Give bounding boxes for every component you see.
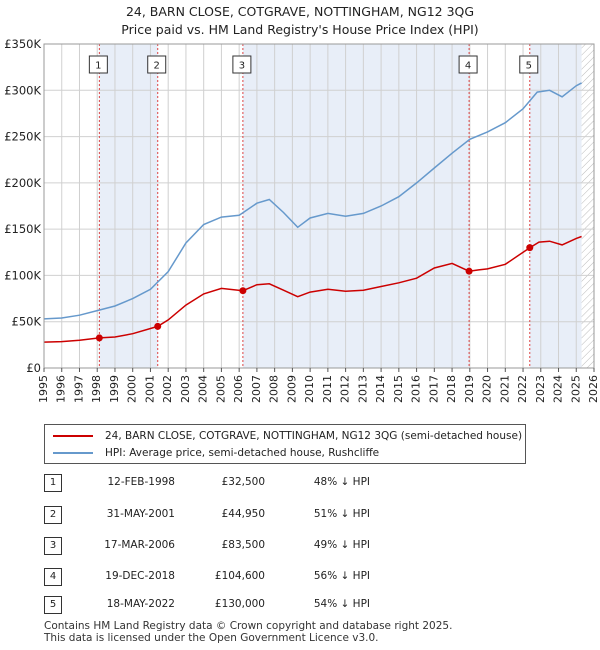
- row-price: £44,950: [221, 508, 265, 520]
- x-tick-label: 2015: [392, 375, 405, 403]
- legend-swatch-hpi: [53, 452, 93, 454]
- x-tick-label: 2005: [214, 375, 227, 403]
- sale-label: 2: [154, 61, 160, 72]
- row-date: 19-DEC-2018: [105, 570, 175, 582]
- legend-label-hpi: HPI: Average price, semi-detached house,…: [105, 447, 380, 459]
- x-tick-label: 2018: [445, 375, 458, 403]
- x-tick-label: 2022: [516, 375, 529, 403]
- row-number: 1: [44, 474, 62, 492]
- x-tick-label: 2025: [569, 375, 582, 403]
- legend-item-hpi: HPI: Average price, semi-detached house,…: [53, 445, 379, 461]
- x-tick-label: 1999: [108, 375, 121, 403]
- ownership-shading: [99, 44, 158, 368]
- x-tick-label: 2012: [339, 375, 352, 403]
- row-number: 5: [44, 596, 62, 614]
- row-date: 12-FEB-1998: [107, 476, 175, 488]
- ownership-shading: [529, 44, 582, 368]
- row-number: 2: [44, 506, 62, 524]
- legend-swatch-property: [53, 435, 93, 437]
- hpi-series-line: [43, 82, 582, 320]
- y-tick-label: £0: [26, 361, 41, 375]
- x-tick-label: 2004: [197, 375, 210, 403]
- x-tick-label: 2023: [534, 375, 547, 403]
- footer-licence: This data is licensed under the Open Gov…: [44, 632, 379, 644]
- x-tick-label: 2006: [232, 375, 245, 403]
- sale-point: [154, 322, 162, 330]
- x-tick-label: 2009: [285, 375, 298, 403]
- sale-label-box: [147, 55, 167, 74]
- legend: 24, BARN CLOSE, COTGRAVE, NOTTINGHAM, NG…: [44, 424, 526, 464]
- legend-label-property: 24, BARN CLOSE, COTGRAVE, NOTTINGHAM, NG…: [105, 430, 523, 442]
- y-tick-label: £50K: [12, 315, 42, 329]
- x-tick-label: 2003: [179, 375, 192, 403]
- y-tick-label: £200K: [4, 176, 41, 190]
- sale-label-box: [458, 55, 478, 74]
- x-tick-label: 2021: [498, 375, 511, 403]
- table-row: 4 19-DEC-2018 £104,600 56% ↓ HPI: [0, 568, 600, 588]
- row-price: £83,500: [221, 539, 265, 551]
- x-tick-label: 2002: [161, 375, 174, 403]
- y-tick-label: £300K: [4, 83, 41, 97]
- table-row: 2 31-MAY-2001 £44,950 51% ↓ HPI: [0, 506, 600, 526]
- row-hpi: 56% ↓ HPI: [313, 570, 370, 582]
- sale-label-box: [88, 55, 108, 74]
- x-tick-label: 1997: [72, 375, 85, 403]
- sale-label: 4: [465, 61, 471, 72]
- sale-point: [526, 244, 534, 252]
- x-tick-label: 1998: [90, 375, 103, 403]
- row-number: 3: [44, 537, 62, 555]
- sale-label: 3: [239, 61, 245, 72]
- sale-label: 1: [95, 61, 101, 72]
- row-hpi: 51% ↓ HPI: [313, 508, 370, 520]
- table-row: 1 12-FEB-1998 £32,500 48% ↓ HPI: [0, 474, 600, 494]
- y-tick-label: £250K: [4, 130, 41, 144]
- x-tick-label: 2013: [356, 375, 369, 403]
- footer-copyright: Contains HM Land Registry data © Crown c…: [44, 620, 453, 632]
- x-tick-label: 2014: [374, 375, 387, 403]
- row-price: £130,000: [214, 598, 265, 610]
- chart-title: 24, BARN CLOSE, COTGRAVE, NOTTINGHAM, NG…: [125, 4, 475, 19]
- forecast-hatch: [581, 44, 594, 368]
- ownership-shading: [242, 44, 470, 368]
- sale-point: [465, 267, 473, 275]
- row-price: £32,500: [221, 476, 265, 488]
- x-tick-label: 1995: [37, 375, 50, 403]
- x-tick-label: 2000: [126, 375, 139, 403]
- x-tick-label: 1996: [55, 375, 68, 403]
- y-tick-label: £100K: [4, 268, 41, 282]
- y-tick-label: £350K: [4, 37, 41, 51]
- legend-item-property: 24, BARN CLOSE, COTGRAVE, NOTTINGHAM, NG…: [53, 428, 522, 444]
- row-hpi: 49% ↓ HPI: [313, 539, 370, 551]
- sale-label-box: [232, 55, 252, 74]
- row-hpi: 54% ↓ HPI: [313, 598, 370, 610]
- plot-border: [43, 43, 595, 369]
- row-date: 31-MAY-2001: [106, 508, 175, 520]
- x-tick-label: 2016: [410, 375, 423, 403]
- row-price: £104,600: [214, 570, 265, 582]
- row-number: 4: [44, 568, 62, 586]
- x-tick-label: 2020: [481, 375, 494, 403]
- y-tick-label: £150K: [4, 222, 41, 236]
- sale-label: 5: [526, 61, 532, 72]
- table-row: 3 17-MAR-2006 £83,500 49% ↓ HPI: [0, 537, 600, 557]
- chart-subtitle: Price paid vs. HM Land Registry's House …: [121, 22, 479, 37]
- row-date: 17-MAR-2006: [104, 539, 175, 551]
- x-tick-label: 2010: [303, 375, 316, 403]
- x-tick-label: 2001: [143, 375, 156, 403]
- x-tick-label: 2007: [250, 375, 263, 403]
- x-tick-label: 2011: [321, 375, 334, 403]
- x-tick-label: 2024: [552, 375, 565, 403]
- table-row: 5 18-MAY-2022 £130,000 54% ↓ HPI: [0, 596, 600, 616]
- x-tick-label: 2017: [427, 375, 440, 403]
- x-tick-label: 2026: [587, 375, 600, 403]
- sale-label-box: [519, 55, 539, 74]
- row-hpi: 48% ↓ HPI: [313, 476, 370, 488]
- price-chart: 1 2 3 4 5 £0 £50K £100K £150K £200K £250K £300K £35…: [4, 37, 600, 403]
- sale-point: [95, 334, 103, 342]
- x-tick-label: 2008: [268, 375, 281, 403]
- row-date: 18-MAY-2022: [106, 598, 175, 610]
- sale-point: [239, 287, 247, 295]
- x-tick-label: 2019: [463, 375, 476, 403]
- property-series-line: [43, 235, 582, 343]
